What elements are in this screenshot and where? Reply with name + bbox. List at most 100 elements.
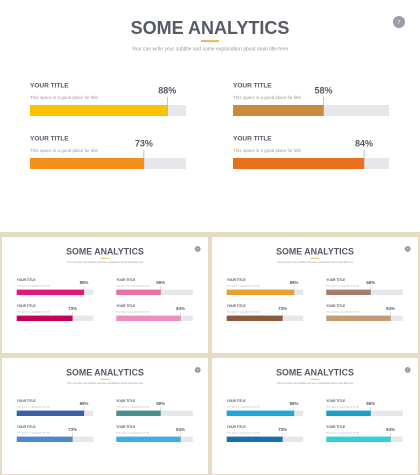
item-text: This space is a good place for title [116,406,150,409]
slide-subtitle: Your can write your subtitle and some ex… [132,46,289,52]
bar-fill [116,315,181,321]
item-text: This space is a good place for title [17,432,51,435]
value-label: 84% [386,427,395,432]
page-number: 7 [197,248,199,251]
page-badge [393,16,405,28]
item-text: This space is a good place for title [233,95,302,100]
item-text: This space is a good place for title [326,285,360,288]
slide[interactable]: SOME ANALYTICS Your can write your subtit… [0,0,420,232]
item-text: This space is a good place for title [233,148,302,153]
value-label: 88% [80,401,89,406]
item-title: YOUR TITLE [17,278,36,282]
item-text: This space is a good place for title [17,406,51,409]
page-number: 7 [407,369,409,372]
bar-fill [326,315,391,321]
bar-fill [116,436,181,442]
page-badge [194,245,201,252]
slide-subtitle: Your can write your subtitle and some ex… [67,382,144,385]
item-text: This space is a good place for title [116,432,150,435]
page-badge [404,366,411,373]
item-text: This space is a good place for title [30,95,99,100]
value-label: 58% [156,401,165,406]
bar-fill [30,105,168,116]
item-text: This space is a good place for title [326,406,360,409]
slide-title: SOME ANALYTICS [276,247,354,257]
item-text: This space is a good place for title [227,432,261,435]
item-title: YOUR TITLE [326,304,345,308]
item-title: YOUR TITLE [227,278,246,282]
item-title: YOUR TITLE [227,425,246,429]
value-label: 84% [386,306,395,311]
page-badge [194,366,201,373]
slide-title: SOME ANALYTICS [66,368,144,378]
page-number: 7 [197,369,199,372]
item-title: YOUR TITLE [116,425,135,429]
bar-fill [30,158,144,169]
slide-subtitle: Your can write your subtitle and some ex… [277,261,354,264]
item-title: YOUR TITLE [326,278,345,282]
value-label: 73% [135,138,153,148]
item-title: YOUR TITLE [30,83,69,90]
bar-fill [16,410,85,416]
item-text: This space is a good place for title [116,311,150,314]
value-label: 58% [366,280,375,285]
item-text: This space is a good place for title [17,285,51,288]
bar-fill [116,410,161,416]
slide-title: SOME ANALYTICS [66,247,144,257]
item-title: YOUR TITLE [233,136,272,143]
item-title: YOUR TITLE [233,83,272,90]
item-text: This space is a good place for title [17,311,51,314]
bar-fill [326,436,391,442]
bar-fill [116,289,161,295]
value-label: 84% [176,306,185,311]
value-label: 73% [68,427,77,432]
item-text: This space is a good place for title [116,285,150,288]
value-label: 84% [176,427,185,432]
value-label: 84% [355,138,373,148]
value-label: 88% [80,280,89,285]
slide-title: SOME ANALYTICS [131,18,290,38]
item-text: This space is a good place for title [227,285,261,288]
slide-subtitle: Your can write your subtitle and some ex… [67,261,144,264]
bar-fill [16,289,85,295]
bar-fill [226,315,283,321]
item-title: YOUR TITLE [30,136,69,143]
bar-fill [226,410,295,416]
item-text: This space is a good place for title [326,311,360,314]
item-text: This space is a good place for title [227,406,261,409]
page-number: 7 [398,20,401,26]
slide[interactable]: SOME ANALYTICS Your can write your subtit… [212,358,418,474]
slide[interactable]: SOME ANALYTICS Your can write your subtit… [212,237,418,353]
slide[interactable]: SOME ANALYTICS Your can write your subtit… [2,358,208,474]
bar-fill [326,410,371,416]
item-text: This space is a good place for title [30,148,99,153]
item-title: YOUR TITLE [227,399,246,403]
bar-fill [16,315,73,321]
value-label: 88% [290,280,299,285]
bar-fill [226,436,283,442]
value-label: 58% [314,85,332,95]
value-label: 58% [156,280,165,285]
value-label: 88% [158,85,176,95]
slide-title: SOME ANALYTICS [276,368,354,378]
bar-fill [226,289,295,295]
slide-subtitle: Your can write your subtitle and some ex… [277,382,354,385]
item-title: YOUR TITLE [227,304,246,308]
page-number: 7 [407,248,409,251]
slide[interactable]: SOME ANALYTICS Your can write your subtit… [2,237,208,353]
bar-fill [326,289,371,295]
value-label: 73% [278,306,287,311]
item-title: YOUR TITLE [326,425,345,429]
value-label: 73% [68,306,77,311]
item-text: This space is a good place for title [326,432,360,435]
value-label: 88% [290,401,299,406]
bar-fill [16,436,73,442]
item-title: YOUR TITLE [116,399,135,403]
item-title: YOUR TITLE [17,399,36,403]
item-title: YOUR TITLE [17,425,36,429]
bar-fill [233,158,365,169]
item-text: This space is a good place for title [227,311,261,314]
item-title: YOUR TITLE [326,399,345,403]
value-label: 73% [278,427,287,432]
